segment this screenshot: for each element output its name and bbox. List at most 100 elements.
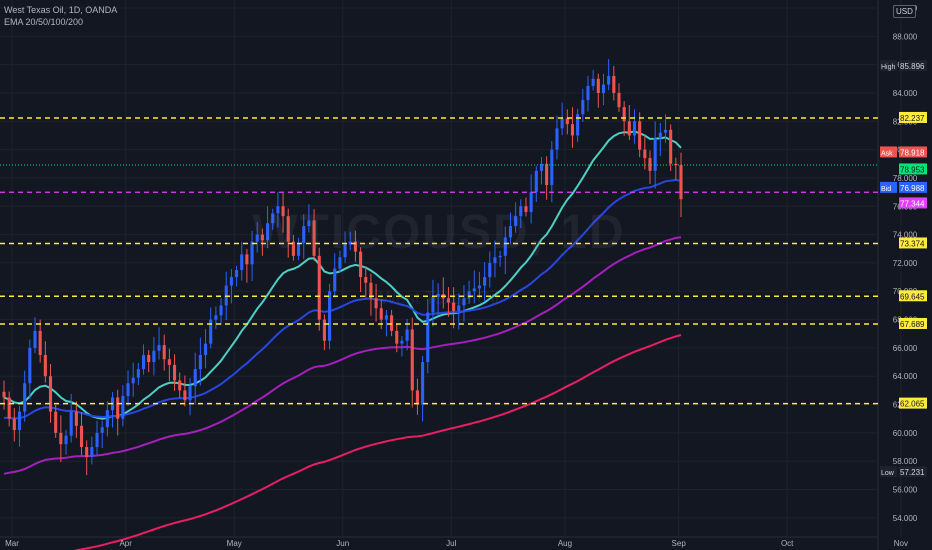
x-tick-label: Jun [336, 539, 349, 548]
candle-body [105, 410, 109, 428]
x-tick-label: Apr [119, 539, 132, 548]
candle-body [240, 254, 244, 270]
candle-body [503, 237, 507, 256]
candle-body [229, 277, 233, 286]
y-tick-label: 78.000 [893, 174, 918, 183]
candle-body [7, 397, 11, 419]
legend-title[interactable]: West Texas Oil, 1D, OANDA [4, 5, 118, 15]
candle-body [359, 251, 363, 278]
candle-body [48, 376, 53, 412]
candle-body [529, 192, 533, 212]
candle-body [374, 298, 378, 309]
y-tick-label: 58.000 [893, 457, 918, 466]
level-value: 62.065 [900, 400, 925, 409]
candle-body [157, 345, 161, 351]
bid-bg [899, 181, 927, 193]
y-tick-label: 88.000 [893, 32, 918, 41]
candle-body [581, 100, 585, 115]
current-value: 78.953 [900, 165, 925, 174]
candle-body [193, 369, 197, 387]
candle-body [679, 165, 683, 200]
candle-body [550, 149, 554, 186]
candle-body [147, 354, 151, 363]
current-bg [899, 163, 927, 175]
low-tag: Low [881, 470, 895, 477]
candle-body [245, 254, 249, 265]
high-value: 85.896 [900, 62, 925, 71]
y-tick-label: 54.000 [893, 514, 918, 523]
candle-body [519, 206, 523, 217]
horizontal-levels [0, 117, 878, 405]
candle-body [612, 75, 616, 93]
y-tick-label: 60.000 [893, 429, 918, 438]
bid-tag-bg [880, 181, 897, 193]
candle-body [276, 206, 280, 214]
bid-value: 76.988 [900, 184, 925, 193]
candle-body [54, 411, 58, 433]
candle-body [317, 255, 321, 320]
candle-body [462, 298, 466, 306]
y-tick-label: 66.000 [893, 344, 918, 353]
y-tick-label: 64.000 [893, 372, 918, 381]
candle-body [669, 129, 673, 164]
level-value: 67.689 [900, 320, 925, 329]
candle-body [663, 129, 668, 133]
candle-body [369, 282, 373, 299]
candle-body [74, 411, 78, 426]
candle-body [126, 383, 130, 397]
candle-body [209, 319, 213, 344]
level-bg [899, 290, 927, 302]
candle-body [576, 114, 580, 136]
candle-body [121, 396, 125, 419]
candle-body [43, 354, 47, 377]
candle-body [617, 92, 621, 108]
candle-body [638, 121, 642, 150]
candle-body [271, 213, 275, 224]
price-axis[interactable]: 54.00056.00058.00060.00062.00064.00066.0… [893, 4, 918, 523]
candle-body [607, 75, 611, 85]
candle-body [560, 118, 564, 129]
candle-body [457, 305, 461, 312]
candle-body [379, 308, 383, 320]
candle-body [214, 315, 218, 320]
candle-body [219, 305, 223, 316]
candle-body [493, 257, 497, 263]
candle-body [524, 206, 528, 212]
candle-body [64, 435, 68, 445]
candle-body [291, 241, 295, 256]
candle-body [2, 391, 6, 398]
candle-body [390, 315, 394, 331]
candle-body [426, 312, 430, 363]
level-bg [899, 317, 927, 329]
currency-button[interactable]: USD [893, 5, 916, 18]
ask-value: 78.918 [900, 148, 925, 157]
candle-body [302, 226, 306, 244]
candle-body [23, 383, 27, 412]
candle-body [648, 158, 652, 171]
candle-body [100, 427, 104, 433]
time-axis[interactable]: MarAprMayJunJulAugSepOctNovDec2022Feb [5, 539, 932, 548]
candle-body [483, 277, 487, 286]
candle-body [591, 78, 595, 86]
candle-body [452, 302, 456, 312]
candle-body [415, 390, 419, 405]
x-tick-label: Oct [781, 539, 794, 548]
candle-body [632, 121, 637, 136]
candle-body [488, 262, 492, 278]
price-badges: High 85.896 Low 57.231 82.237 73.374 69.645 67.… [880, 60, 927, 478]
ask-tag-bg [880, 146, 897, 158]
high-tag-bg [880, 60, 897, 72]
level-value: 73.374 [900, 239, 925, 248]
candle-body [250, 241, 254, 265]
candle-body [307, 220, 311, 227]
candle-body [183, 390, 187, 401]
level-value: 82.237 [900, 114, 925, 123]
candle-body [188, 386, 192, 401]
candle-body [405, 329, 409, 341]
candle-body [353, 241, 357, 252]
ask-bg [899, 146, 927, 158]
legend-indicator[interactable]: EMA 20/50/100/200 [4, 17, 84, 27]
candle-body [312, 220, 316, 256]
candle-body [400, 340, 404, 344]
